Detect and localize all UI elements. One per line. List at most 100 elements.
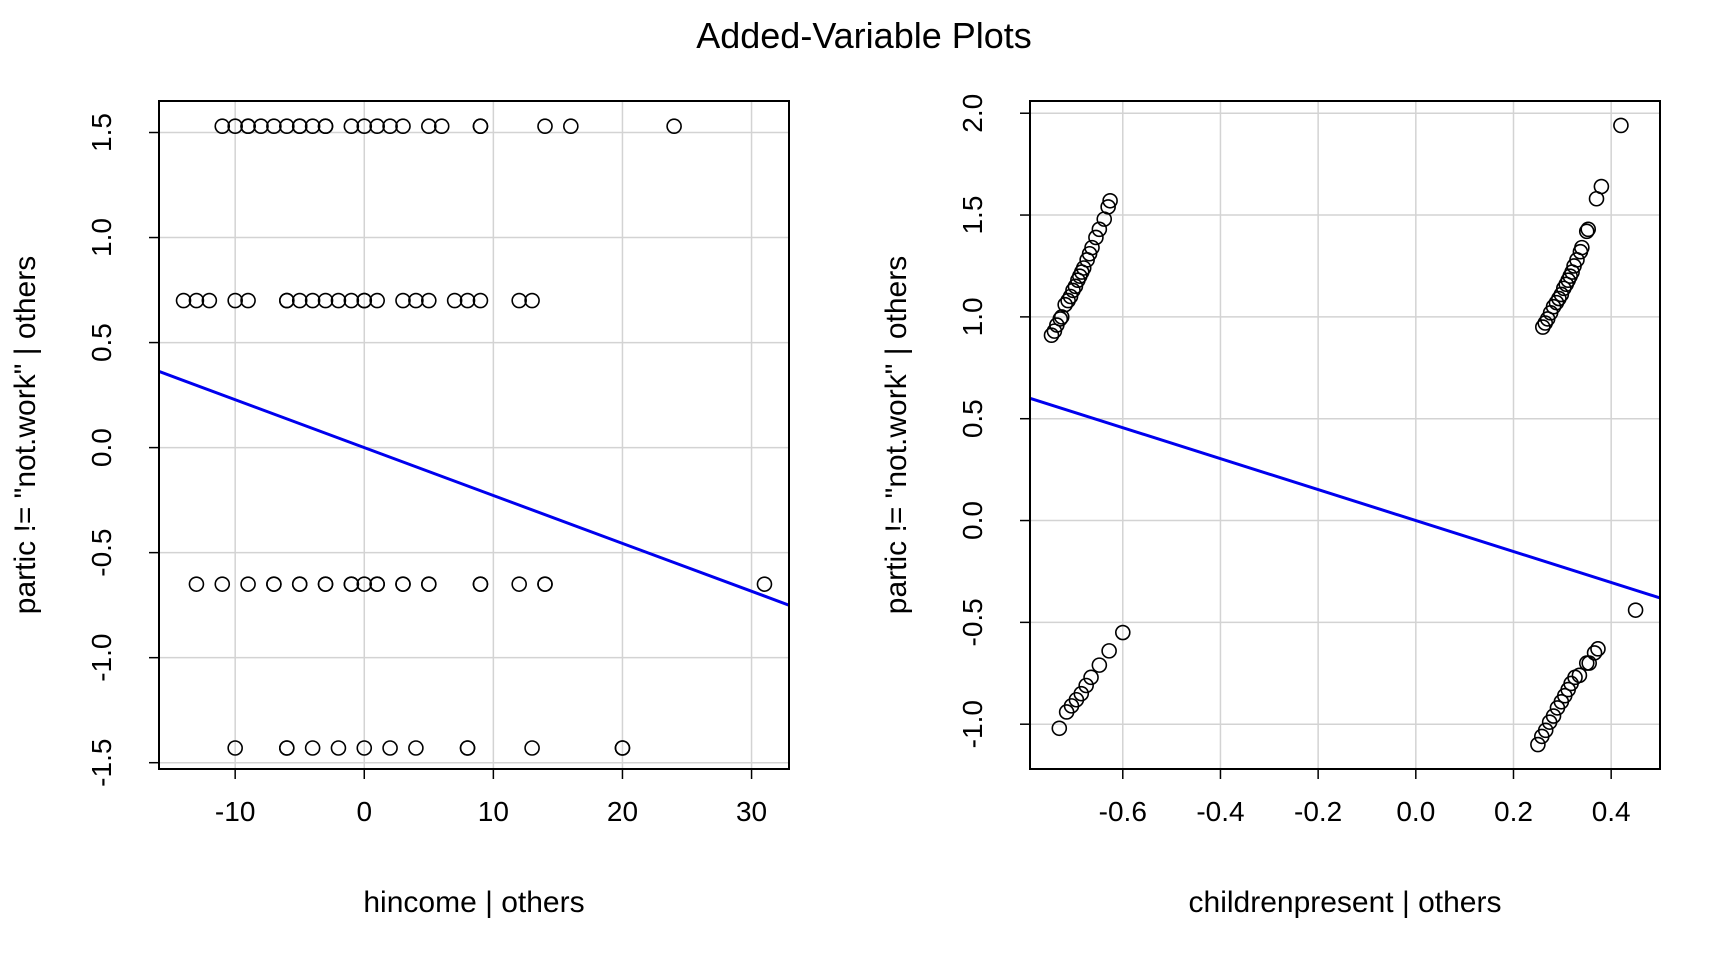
- data-point: [1063, 698, 1080, 714]
- data-point: [317, 576, 334, 592]
- figure-title: Added-Variable Plots: [696, 15, 1032, 56]
- x-tick-label: 0: [356, 796, 372, 827]
- y-tick-label: -1.0: [86, 634, 117, 682]
- y-tick-label: -1.0: [957, 700, 988, 748]
- y-tick-label: 1.0: [957, 297, 988, 336]
- data-point: [421, 292, 437, 309]
- data-point: [356, 292, 373, 309]
- data-point: [395, 576, 411, 592]
- data-point: [1065, 282, 1081, 299]
- data-point: [356, 740, 373, 756]
- y-tick-label: -0.5: [86, 529, 117, 577]
- x-tick-label: 20: [607, 796, 638, 827]
- data-point: [1091, 657, 1108, 673]
- data-point: [279, 292, 295, 309]
- data-point: [343, 118, 360, 135]
- data-point: [266, 576, 282, 592]
- data-point: [1088, 229, 1104, 246]
- x-axis-label: childrenpresent | others: [1189, 886, 1502, 919]
- data-point: [382, 740, 398, 756]
- plot-frame: [158, 100, 790, 770]
- data-point: [214, 576, 231, 592]
- data-point: [317, 292, 334, 309]
- data-point: [524, 292, 540, 309]
- data-point: [175, 292, 192, 309]
- y-tick-label: 2.0: [957, 94, 988, 133]
- y-tick-label: -1.5: [86, 739, 117, 787]
- data-point: [1545, 298, 1562, 315]
- data-point: [563, 118, 579, 135]
- data-point: [756, 576, 773, 592]
- data-point: [291, 292, 308, 309]
- data-point: [330, 740, 347, 756]
- data-point: [1100, 199, 1116, 215]
- data-point: [408, 292, 424, 309]
- data-point: [1590, 641, 1606, 657]
- data-point: [395, 118, 411, 135]
- data-point: [395, 292, 411, 309]
- data-point: [253, 118, 269, 135]
- data-point: [472, 118, 489, 135]
- data-point: [188, 292, 205, 309]
- data-point: [1075, 260, 1092, 276]
- data-point: [472, 576, 489, 592]
- x-tick-label: 0.2: [1494, 796, 1533, 827]
- data-point: [1551, 290, 1567, 307]
- data-point: [356, 576, 373, 592]
- data-point: [537, 118, 553, 135]
- data-point: [1102, 192, 1118, 209]
- data-point: [382, 118, 398, 135]
- data-point: [1586, 645, 1603, 661]
- y-tick-label: 0.5: [957, 399, 988, 438]
- data-point: [291, 576, 308, 592]
- plot-hincome: -10 0 10 20 30 -1.5 -1.0 -0.5 0.0 0.5 1.0 1.5 hincom…: [9, 100, 790, 919]
- data-point: [1114, 624, 1131, 641]
- y-tick-label: 0.5: [86, 323, 117, 362]
- x-tick-label: -0.4: [1196, 796, 1244, 827]
- data-point: [1545, 708, 1562, 724]
- data-point: [240, 576, 256, 592]
- data-point: [266, 118, 282, 135]
- data-point: [1091, 221, 1108, 238]
- data-point: [1574, 239, 1590, 256]
- data-point: [227, 118, 243, 135]
- data-point: [1571, 667, 1588, 684]
- data-point: [1101, 643, 1117, 659]
- plot-frame: [1029, 100, 1661, 770]
- data-point: [1084, 239, 1100, 256]
- x-axis-label: hincome | others: [363, 886, 584, 919]
- data-point: [1580, 221, 1597, 238]
- data-point: [614, 740, 631, 756]
- data-point: [1534, 319, 1551, 335]
- y-axis-label: partic != "not.work" | others: [880, 256, 913, 614]
- data-point: [1627, 602, 1644, 618]
- data-point: [201, 292, 218, 309]
- data-point: [356, 118, 373, 135]
- y-tick-label: 1.5: [86, 113, 117, 152]
- data-point: [472, 292, 489, 309]
- data-point: [433, 118, 450, 135]
- data-point: [1537, 722, 1554, 739]
- data-point: [240, 118, 256, 135]
- data-point: [1593, 178, 1610, 195]
- data-point: [1548, 294, 1565, 311]
- data-point: [524, 740, 540, 756]
- data-point: [1052, 311, 1069, 327]
- y-tick-label: 1.5: [957, 196, 988, 235]
- x-tick-label: -0.2: [1294, 796, 1342, 827]
- y-axis-label: partic != "not.work" | others: [9, 256, 42, 614]
- y-tick-label: 0.0: [86, 428, 117, 467]
- x-tick-label: -10: [215, 796, 255, 827]
- data-point: [304, 118, 321, 135]
- x-tick-label: -0.6: [1099, 796, 1147, 827]
- x-tick-label: 30: [736, 796, 767, 827]
- data-point: [240, 292, 256, 309]
- y-tick-label: 0.0: [957, 501, 988, 540]
- data-point: [227, 292, 243, 309]
- data-point: [511, 292, 527, 309]
- data-point: [343, 576, 360, 592]
- data-point: [343, 292, 360, 309]
- data-point: [1555, 280, 1572, 297]
- data-point: [279, 118, 295, 135]
- data-point: [666, 118, 682, 135]
